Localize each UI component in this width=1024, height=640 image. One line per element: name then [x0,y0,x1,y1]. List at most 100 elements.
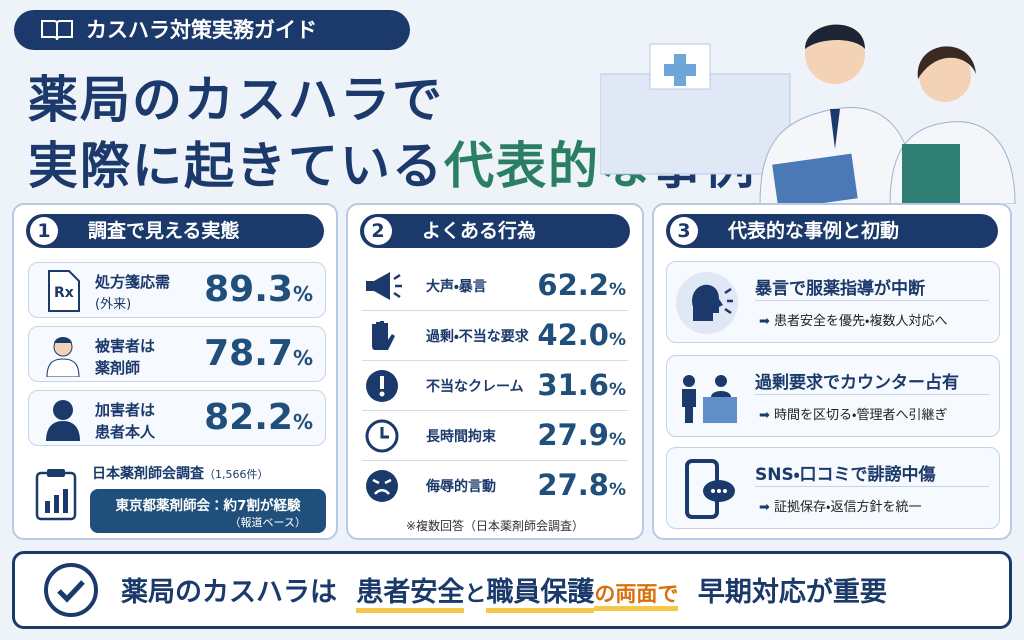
stat-sublabel: 患者本人 [95,423,156,441]
section-header: 3 代表的な事例と初動 [666,214,998,248]
section-number: 1 [30,217,58,245]
stat-sublabel: (外来) [95,297,132,312]
section-number: 3 [670,217,698,245]
conclusion-part: 薬局のカスハラは [121,577,337,608]
behavior-number: 31.6 [537,368,609,402]
section-title: 代表的な事例と初動 [728,220,900,242]
source-name: 日本薬剤師会調査 [92,466,204,482]
stat-label: 処方箋応需 [95,273,171,291]
megaphone-icon [366,272,402,300]
highlight-text: 東京都薬剤師会：約7割が経験 [115,498,301,514]
stat-number: 82.2 [204,397,293,438]
pharmacist-icon [46,337,80,377]
section-header: 1 調査で見える実態 [26,214,324,248]
behavior-row: 大声・暴言 62.2% [362,261,628,311]
arrow: ➡ [759,500,775,515]
speaking-icon [676,272,738,334]
case-action: ➡ 患者安全を優先・複数人対応へ [759,310,947,329]
angry-icon [366,470,398,502]
phone-icon [685,459,735,519]
alert-icon [366,370,398,402]
case-card: 暴言で服薬指導が中断 ➡ 患者安全を優先・複数人対応へ [666,261,1000,343]
case-action-text: 証拠保存・返信方針を統一 [774,500,922,515]
cases-panel: 3 代表的な事例と初動 暴言で服薬指導が中断 ➡ 患者安全を優先・複数人対応へ 過… [652,203,1012,540]
person-icon [46,400,80,441]
behavior-unit: % [608,280,626,300]
behavior-label: 大声・暴言 [426,279,487,295]
guide-tag-text: カスハラ対策実務ガイド [86,18,317,42]
stat-card: Rx 処方箋応需 (外来) 89.3% [28,262,326,318]
survey-source: 日本薬剤師会調査（1,566件） [92,463,269,483]
counter-icon [682,375,737,423]
stat-unit: % [292,346,313,370]
conclusion-accent: の両面で [594,582,679,611]
title-line-1: 薬局のカスハラで [28,71,444,129]
stat-card: 被害者は 薬剤師 78.7% [28,326,326,382]
source-count: （1,566件） [204,468,269,481]
behavior-number: 62.2 [537,268,609,302]
section-number: 2 [364,217,392,245]
stat-card: 加害者は 患者本人 82.2% [28,390,326,446]
divider [755,300,989,301]
case-action-text: 患者安全を優先・複数人対応へ [774,314,948,329]
case-title: 過剰要求でカウンター占有 [755,373,959,393]
arrow: ➡ [759,314,775,329]
behavior-value: 27.8% [537,468,626,502]
behavior-number: 42.0 [537,318,609,352]
stat-number: 78.7 [204,333,293,374]
behavior-row: 長時間拘束 27.9% [362,411,628,461]
behavior-value: 31.6% [537,368,626,402]
behavior-value: 42.0% [537,318,626,352]
case-action: ➡ 時間を区切る・管理者へ引継ぎ [759,404,947,423]
behavior-unit: % [608,430,626,450]
behavior-row: 不当なクレーム 31.6% [362,361,628,411]
survey-panel: 1 調査で見える実態 Rx 処方箋応需 (外来) 89.3% 被害者は 薬剤師 7… [12,203,338,540]
conclusion-highlight: 職員保護 [486,577,595,613]
svg-text:Rx: Rx [54,285,74,301]
behavior-label: 不当なクレーム [426,379,524,395]
survey-highlight: 東京都薬剤師会：約7割が経験 （報道ベース） [90,489,326,533]
conclusion-highlight: 患者安全 [356,577,465,613]
stat-value: 82.2% [204,397,313,438]
check-icon [44,563,98,617]
behavior-number: 27.9 [537,418,609,452]
conclusion-banner: 薬局のカスハラは 患者安全と職員保護の両面で 早期対応が重要 [12,551,1012,629]
divider [755,486,989,487]
behavior-unit: % [608,330,626,350]
behavior-label: 侮辱的言動 [426,479,496,495]
stat-number: 89.3 [204,269,293,310]
divider [755,394,989,395]
conclusion-part: と [464,582,487,607]
stat-label: 加害者は [95,401,156,419]
case-title: SNS・口コミで誹謗中傷 [755,465,936,485]
title-text: 実際に起きている [28,137,444,195]
clipboard-icon [35,469,77,521]
section-title: よくある行為 [422,220,537,242]
behavior-value: 62.2% [537,268,626,302]
behavior-unit: % [608,380,626,400]
behavior-label: 過剰・不当な要求 [426,329,529,345]
clock-icon [365,419,399,453]
conclusion-part: 早期対応が重要 [697,577,887,608]
behavior-row: 侮辱的言動 27.8% [362,461,628,511]
stat-unit: % [292,282,313,306]
case-action-text: 時間を区切る・管理者へ引継ぎ [774,408,948,423]
case-card: 過剰要求でカウンター占有 ➡ 時間を区切る・管理者へ引継ぎ [666,355,1000,437]
pharmacist-illustration [600,24,1016,204]
behavior-label: 長時間拘束 [426,429,496,445]
guide-tag: カスハラ対策実務ガイド [14,10,410,50]
section-title: 調査で見える実態 [88,220,240,242]
case-title: 暴言で服薬指導が中断 [755,279,925,299]
behavior-value: 27.9% [537,418,626,452]
behavior-unit: % [608,480,626,500]
stat-label: 被害者は [95,337,156,355]
stat-unit: % [292,410,313,434]
case-card: SNS・口コミで誹謗中傷 ➡ 証拠保存・返信方針を統一 [666,447,1000,529]
conclusion-text: 薬局のカスハラは 患者安全と職員保護の両面で 早期対応が重要 [121,570,887,613]
behavior-number: 27.8 [537,468,609,502]
stat-value: 89.3% [204,269,313,310]
behavior-panel: 2 よくある行為 大声・暴言 62.2% 過剰・不当な要求 42.0% 不当なクレ… [346,203,644,540]
book-icon [41,20,73,41]
section-header: 2 よくある行為 [360,214,630,248]
